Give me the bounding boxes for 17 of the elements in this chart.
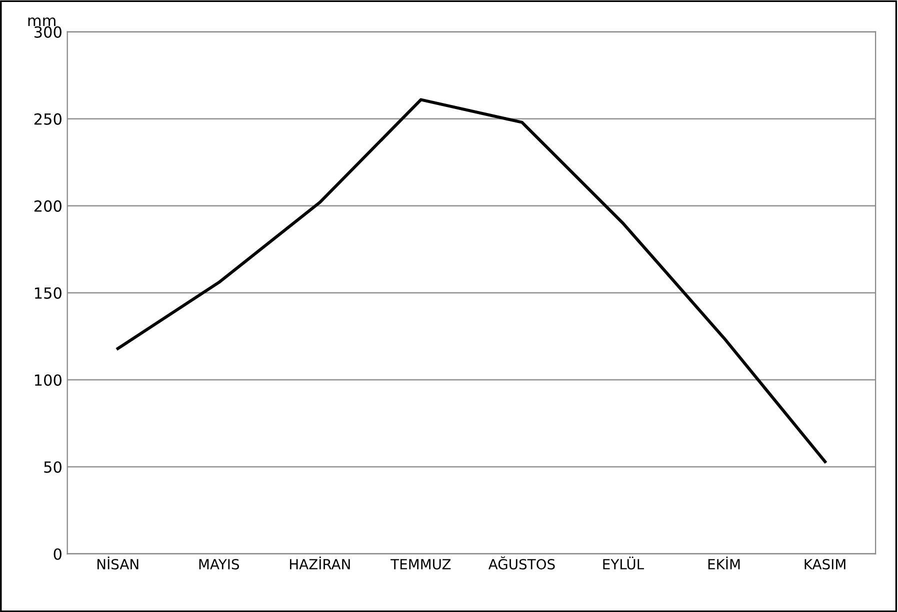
x-tick-label: EYLÜL <box>603 556 644 570</box>
x-tick-label: EKİM <box>708 556 740 570</box>
y-tick-label: 200 <box>34 200 62 212</box>
line-series <box>116 98 827 464</box>
y-tick-label: 150 <box>35 287 62 299</box>
y-tick-label: 0 <box>54 548 62 560</box>
x-tick-label: MAYIS <box>199 558 240 570</box>
x-tick-label: NİSAN <box>97 556 138 570</box>
x-tick-label: HAZİRAN <box>290 556 350 570</box>
y-tick-label: 300 <box>34 26 62 38</box>
y-axis-title: mm <box>28 17 56 26</box>
y-tick-label: 100 <box>35 374 62 386</box>
y-tick-label: 250 <box>34 113 62 125</box>
x-tick-label: AĞUSTOS <box>488 556 555 570</box>
y-tick-label: 50 <box>44 461 62 473</box>
x-tick-label: KASIM <box>804 558 846 570</box>
x-tick-label: TEMMUZ <box>390 559 451 570</box>
